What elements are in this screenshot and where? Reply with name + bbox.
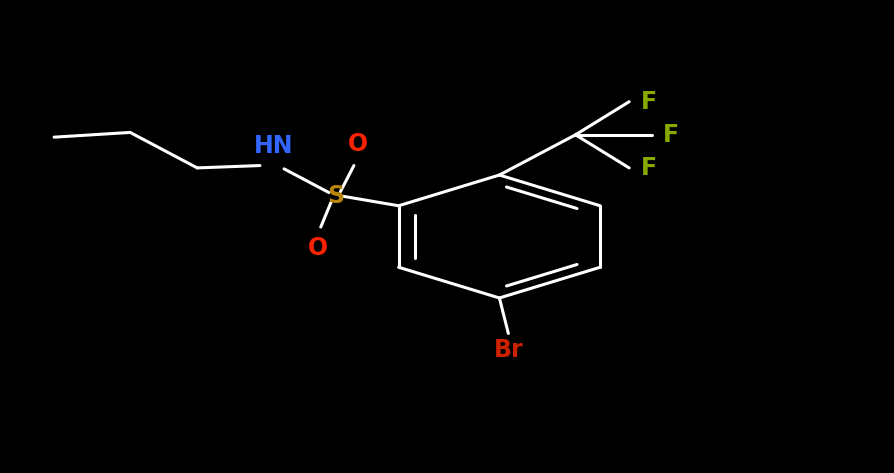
- Text: S: S: [327, 184, 344, 208]
- Text: HN: HN: [253, 134, 292, 158]
- Text: F: F: [640, 156, 656, 180]
- Text: O: O: [348, 132, 368, 156]
- Text: F: F: [640, 90, 656, 114]
- Text: Br: Br: [493, 338, 523, 362]
- Text: O: O: [308, 236, 328, 261]
- Text: F: F: [662, 123, 679, 147]
